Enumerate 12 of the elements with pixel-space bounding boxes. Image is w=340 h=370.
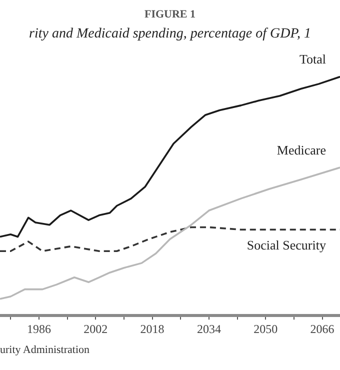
x-tick-label: 2034: [196, 322, 221, 336]
x-tick-label: 2002: [84, 322, 108, 336]
x-tick-label: 2066: [310, 322, 334, 336]
x-tick-label: 2018: [140, 322, 164, 336]
chart-subtitle: rity and Medicaid spending, percentage of GDP, 1: [29, 26, 311, 42]
x-tick-label: 1986: [26, 322, 51, 336]
series-label: Medicare: [276, 142, 326, 158]
series-label: Total: [299, 52, 326, 67]
x-tick-label: 2050: [254, 322, 278, 336]
chart-title: FIGURE 1: [144, 8, 196, 20]
series-label: Social Security: [246, 238, 326, 253]
text: urity Administration: [0, 344, 90, 356]
